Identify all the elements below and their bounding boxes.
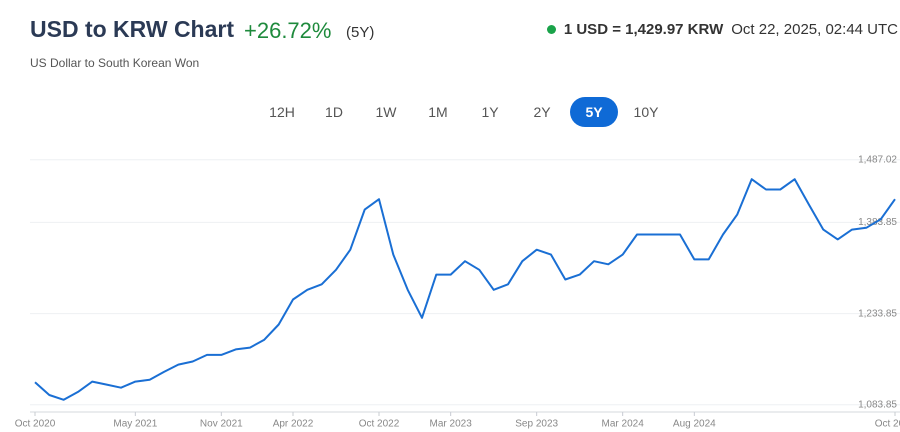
timestamp: Oct 22, 2025, 02:44 UTC <box>731 21 898 38</box>
y-tick-label: 1,487.02 <box>858 154 897 165</box>
y-tick-label: 1,383.85 <box>858 217 897 228</box>
range-button[interactable]: 1W <box>375 104 397 120</box>
rate: 1 USD = 1,429.97 KRW <box>563 21 724 38</box>
range-button[interactable]: 5Y <box>570 97 618 127</box>
range-button[interactable]: 10Y <box>633 104 659 120</box>
x-tick-label: Mar 2024 <box>602 419 645 430</box>
y-tick-label: 1,083.85 <box>858 399 897 410</box>
x-tick-label: Apr 2022 <box>273 419 314 430</box>
range-button[interactable]: 12H <box>269 104 295 120</box>
x-tick-label: May 2021 <box>113 419 157 430</box>
y-tick-label: 1,233.85 <box>858 308 897 319</box>
status-dot <box>546 25 556 34</box>
change: +26.72% <box>244 18 332 43</box>
rate-box: 1 USD = 1,429.97 KRW Oct 22, 2025, 02:44… <box>546 21 898 38</box>
range-button[interactable]: 1D <box>325 104 343 120</box>
x-tick-label: Mar 2023 <box>430 419 473 430</box>
x-tick-label: Aug 2024 <box>673 419 716 430</box>
x-tick-label: Sep 2023 <box>515 419 558 430</box>
range-button[interactable]: 2Y <box>533 104 551 120</box>
x-tick-label: Oct 2022 <box>359 419 400 430</box>
x-tick-label: Oct 2025 <box>875 419 900 430</box>
period: (5Y) <box>346 24 375 41</box>
x-tick-label: Nov 2021 <box>200 419 243 430</box>
range-button[interactable]: 1Y <box>481 104 499 120</box>
range-button[interactable]: 1M <box>428 104 448 120</box>
price-line <box>34 178 896 401</box>
subtitle: US Dollar to South Korean Won <box>30 56 200 70</box>
range-buttons: 12H 1D 1W 1M 1Y 2Y 5Y 10Y <box>258 97 670 127</box>
title: USD to KRW Chart <box>30 16 235 42</box>
x-tick-label: Oct 2020 <box>15 419 56 430</box>
